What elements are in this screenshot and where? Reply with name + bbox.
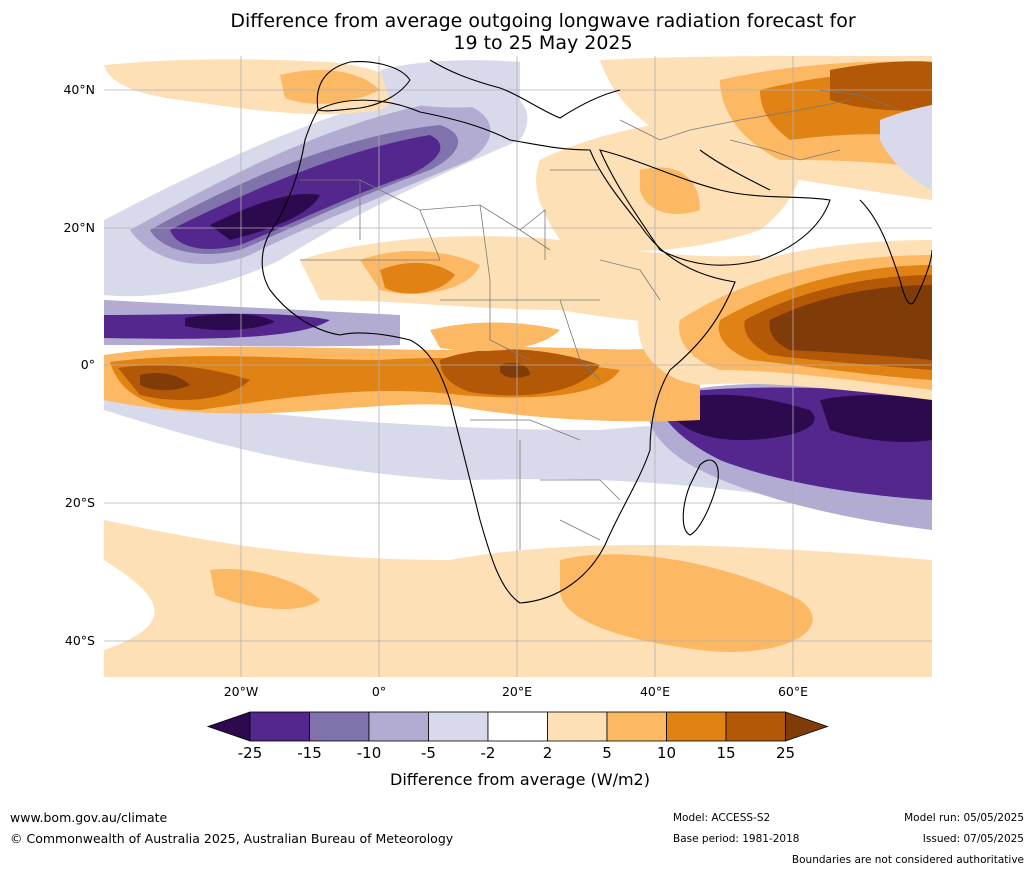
colorbar-swatch [606,711,667,742]
persian-gulf-coastline [699,149,771,191]
india-coastline [859,199,932,305]
title-line-2: 19 to 25 May 2025 [453,32,633,54]
lat-label-20n: 20°N [63,220,95,235]
lat-label-40n: 40°N [63,82,95,97]
coastlines [261,59,932,604]
colorbar: -25 -15 -10 -5 -2 2 5 10 15 25 [206,711,829,762]
colorbar-tick-label: -5 [421,744,436,762]
colorbar-tick-label: 25 [776,744,795,762]
longitude-labels: 20°W 0° 20°E 40°E 60°E [224,684,808,699]
africa-coastline [261,99,736,604]
anomaly-region-sahel-positive-3 [380,262,455,294]
anomaly-region-guinea-positive [430,322,560,351]
footer-model: Model: ACCESS-S2 [673,812,771,824]
colorbar-tick-label: -2 [481,744,496,762]
anomaly-region-itcz-negative-3 [185,313,275,331]
arabia-coastline [599,149,831,266]
lon-label-40e: 40°E [640,684,670,699]
footer-disclaimer: Boundaries are not considered authoritat… [791,854,1024,866]
colorbar-tick-label: 2 [543,744,553,762]
colorbar-swatch [666,711,727,742]
footer-issued: Issued: 07/05/2025 [922,833,1024,845]
madagascar-coastline [682,459,719,536]
anomaly-region-indian-ocean-negative-4 [820,395,932,442]
colorbar-swatch [725,711,786,742]
colorbar-extend-high [785,711,829,742]
colorbar-swatch [309,711,370,742]
colorbar-tick-label: -15 [297,744,322,762]
anomaly-region-middle-east-positive-4 [830,61,932,111]
anomaly-region-arabian-sea-positive-5 [769,285,932,360]
lon-label-0: 0° [372,684,386,699]
lat-label-40s: 40°S [65,633,95,648]
colorbar-tick-label: -25 [238,744,263,762]
graticule [104,56,932,677]
latitude-labels: 40°N 20°N 0° 20°S 40°S [63,82,95,648]
colorbar-extend-low [206,711,251,742]
anomaly-region-med-positive-2 [280,70,380,104]
colorbar-tick-label: -10 [357,744,382,762]
colorbar-swatch [368,711,429,742]
colorbar-tick-label: 15 [716,744,735,762]
lat-label-0: 0° [81,357,95,372]
colorbar-tick-label: 5 [602,744,612,762]
anomaly-field [104,56,932,677]
map-title: Difference from average outgoing longwav… [0,10,1035,54]
anomaly-region-congo-positive-core [500,363,530,378]
country-borders [300,89,901,550]
europe-coastline [429,59,621,119]
anomaly-region-south-white [104,560,155,650]
colorbar-tick-label: 10 [657,744,676,762]
lon-label-60e: 60°E [778,684,808,699]
iberia-coastline [316,61,411,112]
anomaly-region-indian-ocean-negative-3 [665,394,815,440]
lat-label-20s: 20°S [65,495,95,510]
footer-copyright: © Commonwealth of Australia 2025, Austra… [10,831,454,846]
footer-base-period: Base period: 1981-2018 [673,833,800,845]
colorbar-swatch [547,711,608,742]
colorbar-swatch [249,711,310,742]
colorbar-swatch [487,711,548,742]
footer-model-run: Model run: 05/05/2025 [904,812,1024,824]
colorbar-swatch [428,711,489,742]
footer-website[interactable]: www.bom.gov.au/climate [10,810,168,825]
colorbar-label: Difference from average (W/m2) [390,770,650,789]
title-line-1: Difference from average outgoing longwav… [230,10,856,32]
anomaly-region-equatorial-positive-4 [140,373,190,391]
lon-label-20e: 20°E [502,684,532,699]
anomaly-region-med-negative [380,60,520,108]
anomaly-region-south-positive-2 [560,554,813,652]
anomaly-region-south-atlantic [210,569,320,610]
anomaly-region-east-europe-negative [880,105,932,190]
anomaly-region-sahara-negative-5 [210,194,320,240]
lon-label-20w: 20°W [224,684,259,699]
